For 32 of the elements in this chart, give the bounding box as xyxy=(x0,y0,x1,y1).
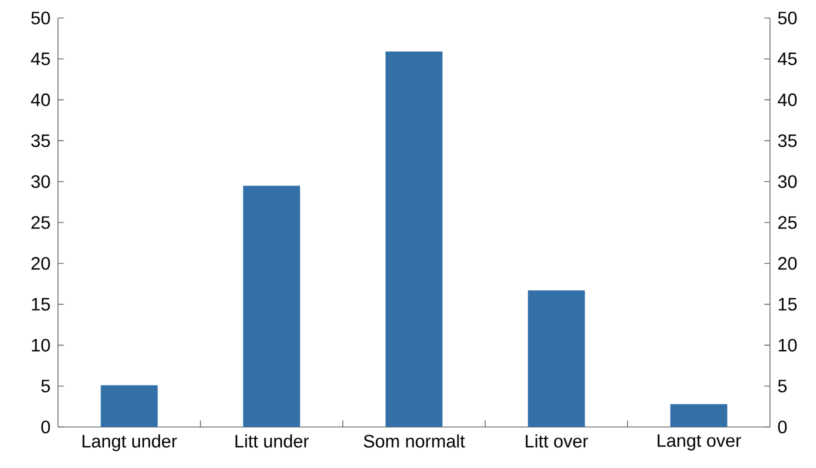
y2-tick-label: 15 xyxy=(778,298,797,311)
y-tick-label: 10 xyxy=(32,338,50,352)
y2-tick-label: 5 xyxy=(778,380,787,392)
y2-tick-label: 40 xyxy=(778,93,797,106)
y-tick-label: 50 xyxy=(31,12,50,24)
y-tick-label: 25 xyxy=(32,216,50,229)
y2-tick-label: 45 xyxy=(778,52,797,66)
bar xyxy=(386,52,442,427)
y2-tick-label: 50 xyxy=(778,12,797,24)
bar xyxy=(670,404,728,427)
y-tick-label: 15 xyxy=(32,298,50,311)
y2-tick-label: 25 xyxy=(778,216,797,229)
y2-tick-label: 10 xyxy=(778,338,797,352)
x-tick-label: Litt under xyxy=(236,434,309,448)
x-tick-label: Litt over xyxy=(526,434,588,448)
y-tick-label: 0 xyxy=(41,420,50,434)
x-tick-label: Langt under xyxy=(82,434,177,452)
bar xyxy=(243,186,300,427)
bar xyxy=(528,290,585,427)
y2-tick-label: 35 xyxy=(778,134,797,148)
y-tick-label: 40 xyxy=(31,93,50,106)
y2-tick-label: 30 xyxy=(778,175,797,188)
y-tick-label: 35 xyxy=(31,134,50,148)
y-tick-label: 30 xyxy=(31,175,50,188)
y-tick-label: 45 xyxy=(31,52,50,66)
x-tick-label: Langt over xyxy=(658,434,741,451)
y-tick-label: 5 xyxy=(41,380,50,392)
x-tick-label: Som normalt xyxy=(364,434,465,448)
y2-tick-label: 20 xyxy=(778,257,797,270)
bar xyxy=(100,385,158,427)
y2-tick-label: 0 xyxy=(778,420,787,434)
y-tick-label: 20 xyxy=(32,257,50,270)
